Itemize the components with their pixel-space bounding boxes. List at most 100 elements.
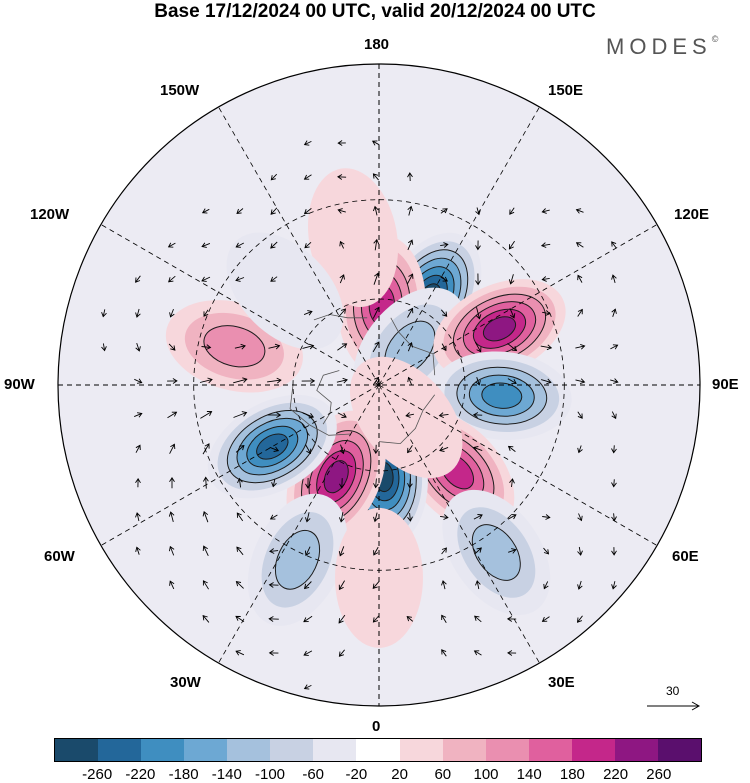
lon-label-120w: 120W [30,206,70,223]
wind-arrow [611,513,617,522]
wind-arrow [475,240,481,251]
wind-arrow [611,581,617,590]
wind-arrow [339,478,345,489]
wind-arrow [339,274,345,284]
wind-arrow [268,582,279,588]
wind-arrow [472,412,483,418]
wind-arrow [336,377,348,384]
wind-arrow [507,343,518,352]
wind-arrow [269,514,278,520]
wind-arrow [167,411,178,419]
colorbar-segment [528,739,572,761]
colorbar-tick-label: 60 [434,766,452,783]
wind-arrow [611,308,617,317]
anomaly-center-9 [442,489,551,616]
wind-arrow [373,272,380,285]
wind-arrow [577,546,583,556]
wind-arrow [543,547,550,555]
wind-arrow [135,512,141,522]
wind-arrow [611,445,617,454]
colorbar-tick-label: -260 [82,766,113,783]
anomaly-level [471,524,521,581]
wind-arrow [575,378,586,385]
wind-arrow [475,580,481,590]
wind-arrow [101,309,107,318]
colorbar-tick-label: 220 [603,766,629,783]
wind-arrow [509,478,515,488]
wind-arrow [440,514,449,520]
wind-arrow [541,616,550,622]
wind-arrow [540,378,552,385]
reference-vector-label: 30 [666,684,680,698]
wind-arrow [302,343,315,350]
wind-arrow [406,616,414,622]
wind-arrow [509,308,516,319]
wind-arrow [337,174,347,180]
anomaly-level [203,325,266,368]
lon-label-60w: 60W [44,548,75,565]
wind-arrow [473,514,483,520]
lon-label-90e: 90E [712,376,739,393]
wind-arrow [337,140,346,146]
wind-arrow [577,580,583,590]
wind-arrow [575,242,584,248]
wind-arrow [506,616,517,622]
wind-arrow [135,342,141,352]
wind-arrow [236,208,244,215]
wind-arrow [372,581,380,589]
wind-arrow [201,208,210,214]
wind-arrow [337,412,347,418]
wind-arrow [235,242,245,248]
wind-arrow [407,445,413,454]
wind-arrow [268,343,281,350]
wind-arrow [233,411,248,418]
lon-label-150e: 150E [548,82,584,99]
colorbar-segment [356,739,400,761]
wind-arrow [167,378,178,384]
wind-arrow [236,546,244,556]
colorbar-tick-label: -100 [254,766,286,783]
wind-arrow [304,581,312,590]
colorbar-tick-label: -220 [125,766,156,783]
wind-arrow [303,615,313,623]
wind-arrow [135,444,141,453]
wind-arrow [475,307,482,320]
wind-arrow [441,614,447,623]
wind-arrow [233,377,248,384]
wind-arrow [507,650,517,656]
wind-arrow [203,309,209,317]
wind-arrow [200,411,213,419]
lon-label-30w: 30W [170,674,201,691]
anomaly-center-12 [307,168,399,307]
colorbar-segment [657,739,701,761]
wind-arrow [577,445,583,454]
colorbar-segment [571,739,615,761]
wind-arrow [303,650,313,656]
wind-arrow [168,545,175,556]
wind-arrow [168,343,176,351]
colorbar-segment [184,739,228,761]
wind-arrow [439,446,449,452]
wind-arrow [202,614,210,623]
wind-arrow [269,548,279,554]
wind-arrow [169,580,175,590]
wind-arrow [270,241,278,249]
wind-arrow [305,444,312,455]
wind-arrow [134,412,143,418]
wind-arrow [441,580,447,590]
wind-arrow [540,242,551,248]
wind-arrow [540,344,553,351]
wind-arrow [441,547,447,555]
wind-arrow [407,342,413,352]
wind-arrow [373,444,379,455]
wind-arrow [473,446,483,452]
wind-arrow [438,412,449,419]
wind-arrow [373,512,379,523]
wind-arrow [474,615,482,623]
map-title: Base 17/12/2024 00 UTC, valid 20/12/2024… [154,1,596,22]
wind-arrow [237,477,243,488]
wind-arrow [576,615,583,623]
wind-arrow [407,239,414,251]
wind-arrow [270,207,278,215]
